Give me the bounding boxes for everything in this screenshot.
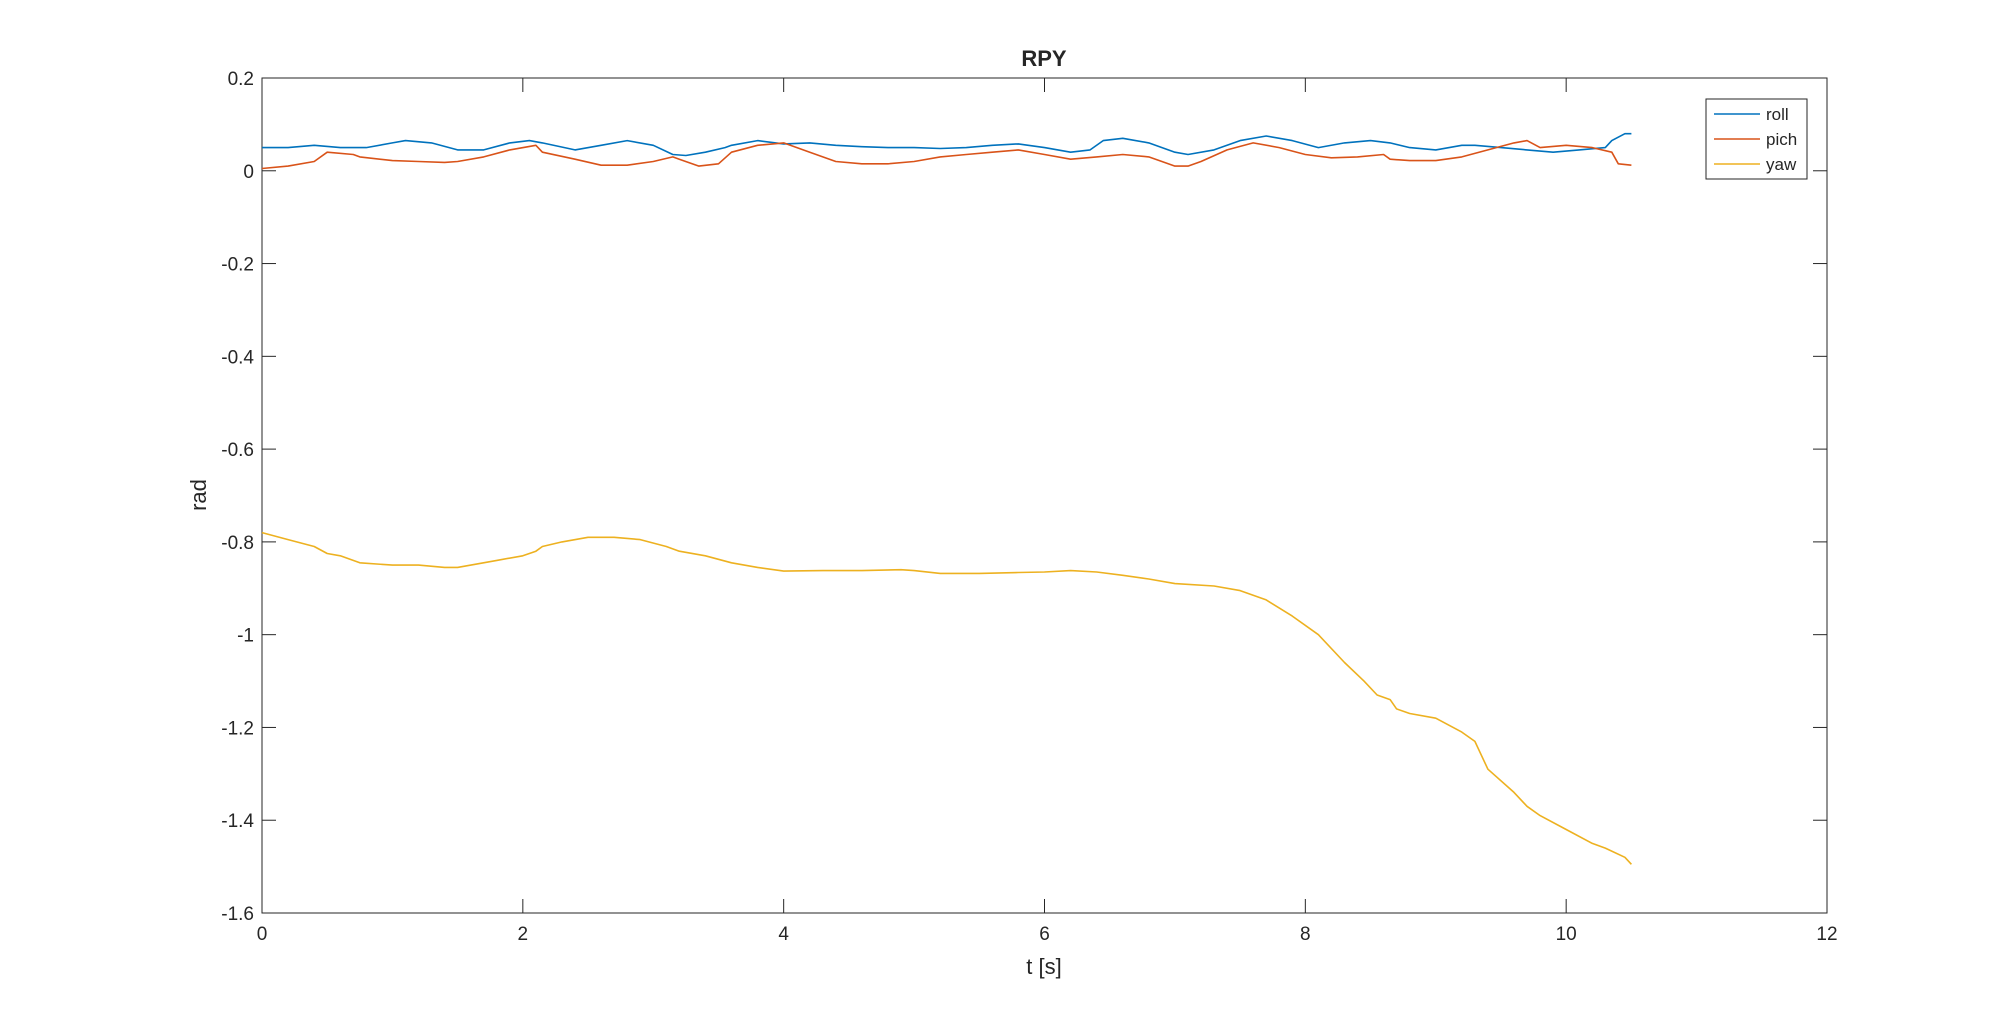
- legend-label-yaw: yaw: [1766, 155, 1797, 174]
- y-tick-label: -1.4: [221, 811, 254, 832]
- series-lines: [261, 132, 1632, 865]
- x-tick-label: 0: [257, 924, 268, 945]
- x-axis-label: t [s]: [1026, 954, 1061, 979]
- y-tick-label: -1: [237, 626, 254, 647]
- y-tick-label: -0.2: [221, 255, 254, 276]
- x-tick-label: 12: [1816, 924, 1837, 945]
- y-tick-label: -0.4: [221, 347, 254, 368]
- y-axis-label: rad: [186, 479, 211, 511]
- x-tick-label: 10: [1556, 924, 1577, 945]
- plot-area: [261, 77, 1828, 914]
- y-tick-label: -1.6: [221, 904, 254, 925]
- x-tick-label: 8: [1300, 924, 1311, 945]
- x-tick-label: 4: [778, 924, 789, 945]
- series-line-yaw: [261, 531, 1632, 865]
- y-tick-label: 0: [243, 162, 254, 183]
- x-axis: 0 2 4 6 8 10 12: [257, 78, 1838, 945]
- legend: roll pich yaw: [1705, 98, 1808, 180]
- x-tick-label: 6: [1039, 924, 1050, 945]
- chart-title: RPY: [1021, 46, 1067, 71]
- y-axis: 0.2 0 -0.2 -0.4 -0.6 -0.8 -1 -1.2 -1.4 -1.6: [221, 69, 1827, 925]
- legend-label-roll: roll: [1766, 105, 1789, 124]
- y-tick-label: 0.2: [228, 69, 254, 90]
- y-tick-label: -0.8: [221, 533, 254, 554]
- series-line-pich: [261, 139, 1632, 170]
- legend-label-pich: pich: [1766, 130, 1797, 149]
- x-tick-label: 2: [518, 924, 529, 945]
- y-tick-label: -1.2: [221, 718, 254, 739]
- y-tick-label: -0.6: [221, 440, 254, 461]
- series-line-roll: [262, 132, 1632, 157]
